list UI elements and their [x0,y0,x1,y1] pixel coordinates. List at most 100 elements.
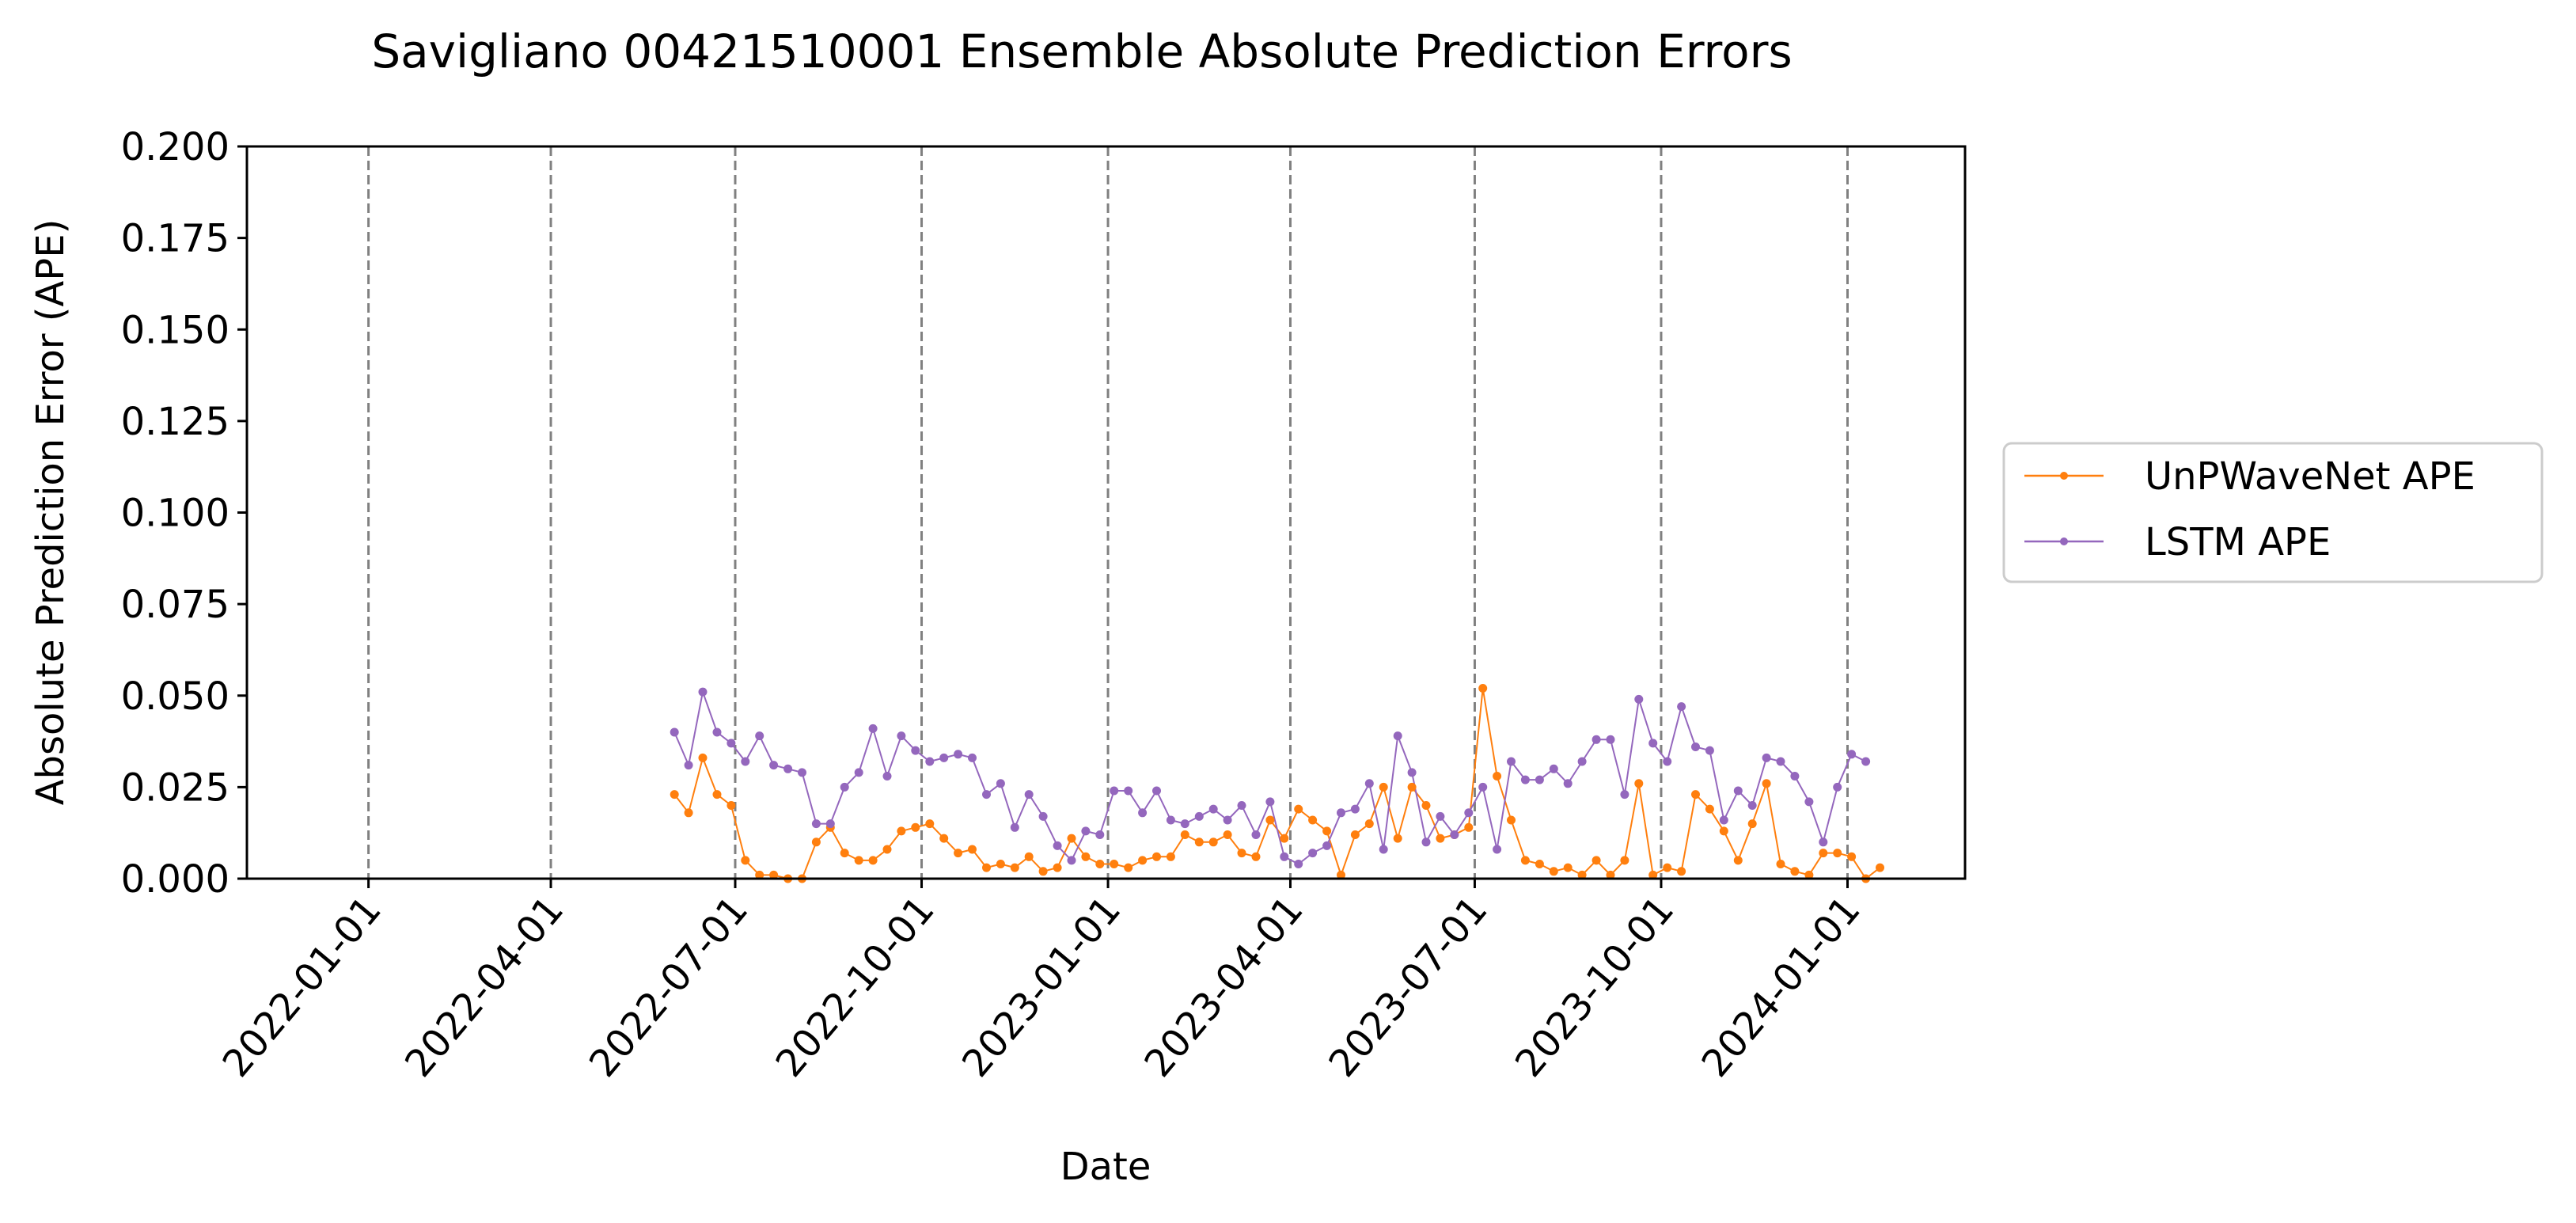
series-0-point-58 [1493,772,1502,781]
x-axis-label: Date [1060,1145,1151,1189]
series-1-point-64 [1577,757,1587,766]
series-0-point-63 [1563,863,1573,872]
y-tick-label-8: 0.200 [121,125,230,169]
legend: UnPWaveNet APE LSTM APE [2002,442,2544,583]
series-1-point-73 [1705,746,1714,755]
y-tick-label-2: 0.050 [121,674,230,719]
series-1-point-39 [1223,815,1232,825]
series-0-point-80 [1804,870,1814,879]
y-tick-label-1: 0.025 [121,765,230,810]
series-1-point-0 [670,727,679,737]
series-1-point-21 [968,753,977,762]
series-0-point-62 [1549,867,1558,876]
series-0-point-76 [1747,819,1757,829]
series-1-point-33 [1138,808,1148,818]
series-0-point-73 [1705,804,1714,814]
series-1-point-45 [1308,849,1318,858]
chart-title: Savigliano 00421510001 Ensemble Absolute… [371,25,1792,78]
series-1-point-53 [1421,837,1431,847]
series-1-point-4 [727,739,736,748]
series-1-point-82 [1833,782,1842,792]
series-1-point-40 [1237,801,1246,810]
series-1-point-66 [1606,735,1615,744]
series-0-point-77 [1762,779,1771,788]
series-1-point-14 [868,724,878,733]
y-tick-label-0: 0.000 [121,857,230,902]
x-tick-label-0: 2022-01-01 [214,888,390,1086]
series-0-point-65 [1592,856,1601,865]
series-0-point-57 [1478,684,1488,693]
series-1-point-30 [1095,830,1105,839]
series-0-point-26 [1038,867,1048,876]
series-1-point-11 [825,819,835,829]
series-0-point-32 [1124,863,1133,872]
series-lines [673,687,1881,879]
series-line-0 [673,687,1881,879]
series-0-point-7 [769,870,779,879]
series-1-point-34 [1152,786,1161,796]
series-0-point-54 [1436,834,1445,843]
series-1-point-84 [1861,757,1871,766]
y-axis: 0.000 0.025 0.050 0.075 0.100 0.125 0.150 0.175… [121,125,247,902]
series-0-point-16 [897,826,906,836]
x-tick-label-3: 2022-10-01 [768,888,943,1086]
series-0-point-70 [1663,863,1672,872]
series-1-point-83 [1847,750,1857,759]
series-0-point-81 [1819,849,1828,858]
x-axis: 2022-01-01 2022-04-01 2022-07-01 2022-10-01… [214,879,1869,1085]
series-1-point-72 [1691,743,1700,751]
series-markers [670,684,1884,883]
series-0-point-19 [939,834,949,843]
series-1-point-29 [1081,826,1091,836]
x-tick-label-1: 2022-04-01 [396,888,572,1086]
series-1-point-54 [1436,811,1445,821]
series-0-point-42 [1265,815,1275,825]
series-0-point-10 [811,837,821,847]
series-1-point-25 [1024,790,1034,800]
legend-label-lstm: LSTM APE [2145,520,2331,564]
series-1-point-36 [1180,819,1189,829]
series-0-point-78 [1776,860,1785,868]
series-1-point-55 [1450,830,1459,839]
series-1-point-35 [1166,815,1175,825]
legend-swatch-unpwavenet-marker [2060,472,2068,480]
series-0-point-45 [1308,815,1318,825]
series-1-point-37 [1194,811,1204,821]
series-1-point-78 [1776,757,1785,766]
series-1-point-77 [1762,753,1771,762]
series-1-point-15 [882,772,892,781]
series-0-point-39 [1223,830,1232,839]
series-1-point-71 [1677,702,1686,712]
series-1-point-75 [1733,786,1743,796]
x-tick-label-8: 2024-01-01 [1693,888,1868,1086]
series-0-point-38 [1208,837,1218,847]
series-0-point-52 [1407,782,1417,792]
series-0-point-53 [1421,801,1431,810]
x-tick-label-2: 2022-07-01 [581,888,757,1086]
series-1-point-19 [939,753,949,762]
series-0-point-2 [698,753,708,762]
series-1-point-49 [1364,779,1374,788]
series-0-point-30 [1095,860,1105,868]
series-1-point-10 [811,819,821,829]
series-0-point-82 [1833,849,1842,858]
x-tick-label-5: 2023-04-01 [1136,888,1311,1086]
series-1-point-22 [982,790,991,800]
series-1-point-47 [1337,808,1345,818]
series-0-point-4 [727,801,736,810]
series-0-point-60 [1520,856,1530,865]
series-1-point-23 [996,779,1005,788]
series-1-point-61 [1535,775,1544,784]
series-0-point-18 [925,819,935,829]
series-1-point-50 [1379,845,1388,854]
series-1-point-68 [1634,694,1644,704]
series-1-point-2 [698,687,708,697]
series-0-point-64 [1577,870,1587,879]
series-1-point-32 [1124,786,1133,796]
series-0-point-28 [1067,834,1076,843]
series-1-point-63 [1563,779,1573,788]
y-tick-label-3: 0.075 [121,583,230,627]
series-0-point-75 [1733,856,1743,865]
series-1-point-56 [1464,808,1474,818]
series-1-point-5 [741,757,750,766]
